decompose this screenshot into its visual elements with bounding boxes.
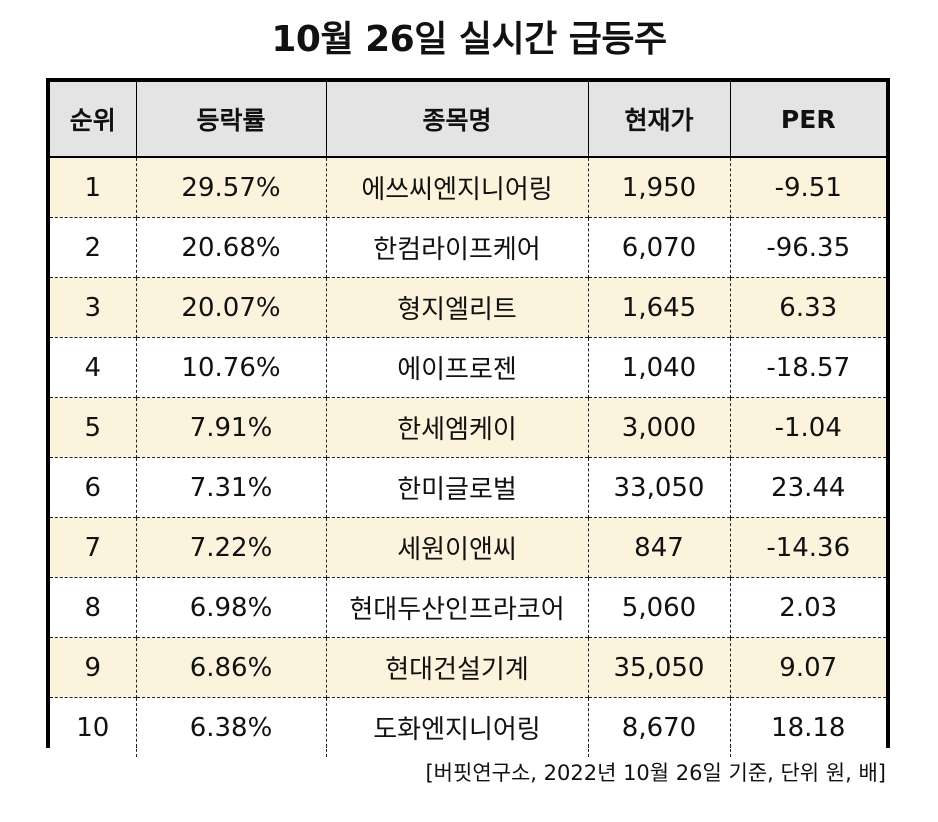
change-rate-cell: 7.91% [135, 397, 326, 458]
rank-cell: 7 [50, 517, 136, 578]
per-cell: -18.57 [729, 337, 886, 398]
price-cell: 1,645 [587, 277, 730, 338]
per-cell: 18.18 [729, 697, 886, 757]
price-cell: 3,000 [587, 397, 730, 458]
header-current-price: 현재가 [587, 82, 730, 158]
rank-cell: 6 [50, 457, 136, 518]
stock-name-cell: 한미글로벌 [325, 457, 588, 518]
table-row: 9 6.86% 현대건설기계 35,050 9.07 [50, 637, 886, 698]
rank-cell: 1 [50, 157, 136, 218]
rank-cell: 10 [50, 697, 136, 757]
change-rate-cell: 29.57% [135, 157, 326, 218]
rank-cell: 4 [50, 337, 136, 398]
rank-cell: 2 [50, 217, 136, 278]
per-cell: 23.44 [729, 457, 886, 518]
change-rate-cell: 7.22% [135, 517, 326, 578]
stock-table: 순위 등락률 종목명 현재가 PER 1 29.57% 에쓰씨엔지니어링 1,9… [50, 82, 886, 757]
stock-name-cell: 에이프로젠 [325, 337, 588, 398]
table-row: 6 7.31% 한미글로벌 33,050 23.44 [50, 457, 886, 518]
rank-cell: 8 [50, 577, 136, 638]
rank-cell: 5 [50, 397, 136, 458]
header-row: 순위 등락률 종목명 현재가 PER [50, 82, 886, 158]
per-cell: 2.03 [729, 577, 886, 638]
per-cell: -14.36 [729, 517, 886, 578]
stock-name-cell: 형지엘리트 [325, 277, 588, 338]
change-rate-cell: 6.98% [135, 577, 326, 638]
table-row: 4 10.76% 에이프로젠 1,040 -18.57 [50, 337, 886, 398]
table-row: 8 6.98% 현대두산인프라코어 5,060 2.03 [50, 577, 886, 638]
stock-name-cell: 현대건설기계 [325, 637, 588, 698]
price-cell: 6,070 [587, 217, 730, 278]
change-rate-cell: 20.68% [135, 217, 326, 278]
per-cell: 6.33 [729, 277, 886, 338]
rank-cell: 3 [50, 277, 136, 338]
per-cell: -96.35 [729, 217, 886, 278]
change-rate-cell: 10.76% [135, 337, 326, 398]
price-cell: 35,050 [587, 637, 730, 698]
price-cell: 8,670 [587, 697, 730, 757]
price-cell: 847 [587, 517, 730, 578]
header-per: PER [729, 82, 886, 158]
stock-name-cell: 세원이앤씨 [325, 517, 588, 578]
table-row: 3 20.07% 형지엘리트 1,645 6.33 [50, 277, 886, 338]
header-change-rate: 등락률 [135, 82, 326, 158]
table-body: 1 29.57% 에쓰씨엔지니어링 1,950 -9.51 2 20.68% 한… [50, 157, 886, 757]
change-rate-cell: 6.86% [135, 637, 326, 698]
rank-cell: 9 [50, 637, 136, 698]
table-row: 10 6.38% 도화엔지니어링 8,670 18.18 [50, 697, 886, 757]
stock-name-cell: 에쓰씨엔지니어링 [325, 157, 588, 218]
per-cell: -9.51 [729, 157, 886, 218]
table-row: 2 20.68% 한컴라이프케어 6,070 -96.35 [50, 217, 886, 278]
table-header: 순위 등락률 종목명 현재가 PER [50, 82, 886, 158]
stock-name-cell: 한컴라이프케어 [325, 217, 588, 278]
price-cell: 5,060 [587, 577, 730, 638]
table-row: 7 7.22% 세원이앤씨 847 -14.36 [50, 517, 886, 578]
change-rate-cell: 20.07% [135, 277, 326, 338]
source-note: [버핏연구소, 2022년 10월 26일 기준, 단위 원, 배] [425, 761, 886, 785]
change-rate-cell: 7.31% [135, 457, 326, 518]
header-stock-name: 종목명 [325, 82, 588, 158]
price-cell: 1,040 [587, 337, 730, 398]
stock-name-cell: 도화엔지니어링 [325, 697, 588, 757]
stock-name-cell: 한세엠케이 [325, 397, 588, 458]
price-cell: 33,050 [587, 457, 730, 518]
price-cell: 1,950 [587, 157, 730, 218]
per-cell: 9.07 [729, 637, 886, 698]
stock-name-cell: 현대두산인프라코어 [325, 577, 588, 638]
table-row: 5 7.91% 한세엠케이 3,000 -1.04 [50, 397, 886, 458]
stock-table-container: 순위 등락률 종목명 현재가 PER 1 29.57% 에쓰씨엔지니어링 1,9… [46, 78, 890, 757]
table-row: 1 29.57% 에쓰씨엔지니어링 1,950 -9.51 [50, 157, 886, 218]
page-title: 10월 26일 실시간 급등주 [271, 19, 667, 60]
per-cell: -1.04 [729, 397, 886, 458]
header-rank: 순위 [50, 82, 136, 158]
change-rate-cell: 6.38% [135, 697, 326, 757]
